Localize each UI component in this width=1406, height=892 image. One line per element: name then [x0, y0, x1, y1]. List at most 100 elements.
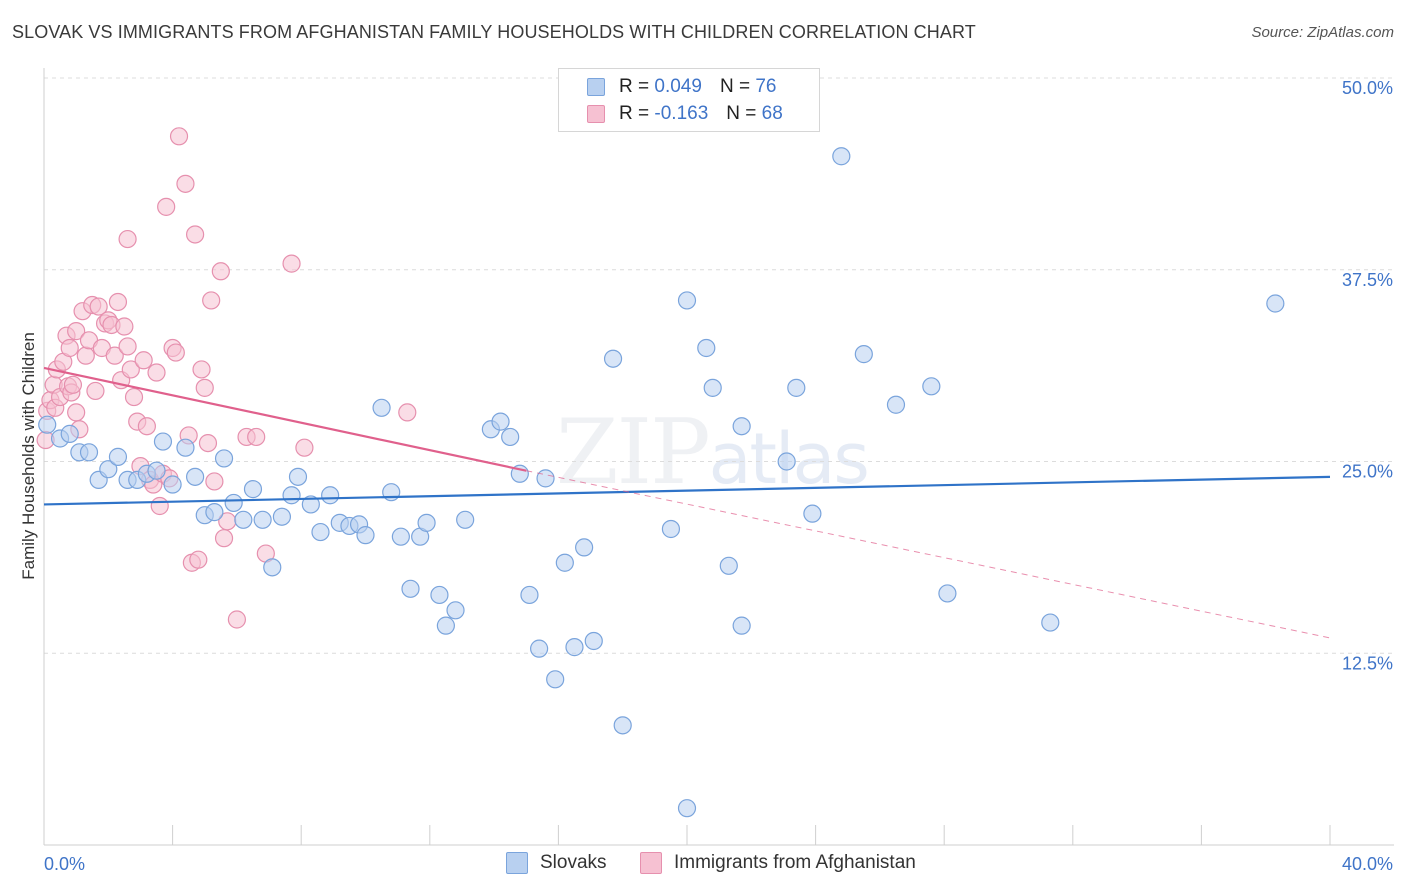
- point-slovaks: [446, 601, 465, 620]
- point-slovaks: [697, 338, 716, 358]
- point-slovaks: [777, 452, 796, 471]
- legend-row-immigrants: R = -0.163 N = 68: [559, 101, 783, 127]
- legend-r-label: R =: [619, 76, 650, 97]
- point-immigrants: [192, 360, 211, 379]
- point-slovaks: [703, 378, 722, 397]
- point-slovaks: [311, 522, 330, 542]
- point-slovaks: [372, 398, 391, 417]
- point-immigrants: [121, 360, 140, 379]
- axes: [43, 68, 1394, 846]
- point-slovaks: [832, 147, 851, 166]
- point-slovaks: [430, 585, 449, 605]
- legend-n-value: 76: [755, 76, 777, 97]
- bottom-swatch-blue: [506, 852, 528, 874]
- point-slovaks: [491, 412, 510, 431]
- point-slovaks: [224, 493, 243, 513]
- y-axis-label: Family Households with Children: [19, 332, 38, 580]
- point-immigrants: [63, 375, 83, 394]
- point-immigrants: [176, 174, 195, 193]
- point-immigrants: [67, 403, 86, 422]
- point-slovaks: [38, 415, 57, 434]
- point-immigrants: [124, 387, 144, 407]
- y-tick-label: 50.0%: [1342, 78, 1393, 98]
- point-slovaks: [60, 424, 79, 443]
- point-slovaks: [661, 519, 681, 539]
- source-label: Source: ZipAtlas.com: [1251, 24, 1394, 41]
- point-immigrants: [105, 346, 124, 365]
- point-slovaks: [555, 553, 574, 572]
- point-slovaks: [565, 638, 584, 657]
- point-slovaks: [719, 556, 738, 575]
- bottom-legend-label-slovaks: Slovaks: [540, 852, 607, 873]
- point-slovaks: [401, 579, 420, 598]
- point-immigrants: [157, 197, 176, 216]
- trend-line-immigrants: [43, 366, 527, 472]
- point-slovaks: [530, 639, 549, 658]
- point-slovaks: [938, 584, 957, 603]
- point-immigrants: [195, 378, 214, 397]
- y-tick-label: 37.5%: [1342, 270, 1393, 290]
- point-immigrants: [169, 127, 189, 146]
- point-immigrants: [166, 343, 185, 362]
- point-slovaks: [186, 467, 205, 486]
- point-slovaks: [253, 510, 272, 529]
- x-tick-label: 40.0%: [1342, 854, 1393, 874]
- point-immigrants: [60, 338, 79, 358]
- point-slovaks: [301, 495, 320, 514]
- legend-n-value: 68: [761, 103, 783, 124]
- point-slovaks: [176, 438, 195, 457]
- point-immigrants: [202, 291, 221, 310]
- point-slovaks: [1041, 613, 1060, 632]
- y-tick-label: 12.5%: [1342, 653, 1393, 673]
- trend-line-slovaks: [43, 475, 1331, 506]
- legend-n-label: N =: [719, 76, 751, 97]
- y-tick-label: 25.0%: [1342, 462, 1393, 482]
- point-immigrants: [211, 262, 230, 281]
- watermark-zip: ZIP: [556, 400, 711, 505]
- point-slovaks: [584, 631, 603, 651]
- point-immigrants: [108, 292, 128, 312]
- point-slovaks: [922, 377, 941, 396]
- point-slovaks: [321, 486, 340, 505]
- point-immigrants: [115, 317, 134, 336]
- point-immigrants: [89, 297, 108, 316]
- point-slovaks: [456, 510, 475, 529]
- point-slovaks: [575, 538, 594, 557]
- point-slovaks: [677, 799, 697, 818]
- series-slovaks-points: [38, 147, 1285, 818]
- legend-r-value: 0.049: [654, 76, 702, 97]
- bottom-swatch-pink: [640, 852, 662, 874]
- tick-labels: 12.5% 25.0% 37.5% 50.0% 0.0% 40.0%: [44, 78, 1393, 874]
- point-immigrants: [76, 346, 95, 365]
- point-immigrants: [189, 550, 208, 569]
- point-slovaks: [803, 504, 822, 523]
- point-slovaks: [108, 447, 128, 466]
- point-immigrants: [214, 529, 234, 548]
- point-slovaks: [603, 349, 623, 368]
- trend-line-immigrants-extension: [526, 470, 1331, 639]
- point-immigrants: [67, 322, 86, 341]
- legend-swatch-pink: [587, 105, 605, 123]
- bottom-legend-slovaks: Slovaks: [506, 852, 607, 874]
- point-immigrants: [227, 610, 246, 629]
- bottom-legend-immigrants: Immigrants from Afghanistan: [640, 852, 916, 874]
- correlation-legend: R = 0.049 N = 76 R = -0.163 N = 68: [558, 68, 820, 132]
- point-slovaks: [288, 467, 308, 486]
- point-slovaks: [520, 585, 539, 605]
- point-slovaks: [234, 510, 253, 529]
- point-immigrants: [198, 433, 218, 453]
- legend-n-label: N =: [726, 103, 757, 124]
- point-slovaks: [99, 460, 118, 479]
- x-tick-label: 0.0%: [44, 854, 85, 874]
- legend-r-label: R =: [619, 103, 650, 124]
- point-slovaks: [787, 378, 806, 397]
- point-slovaks: [272, 507, 292, 526]
- point-slovaks: [153, 432, 173, 451]
- point-slovaks: [163, 475, 182, 494]
- point-slovaks: [147, 461, 166, 480]
- bottom-legend-label-immigrants: Immigrants from Afghanistan: [674, 852, 916, 873]
- point-slovaks: [356, 526, 375, 545]
- point-immigrants: [150, 496, 169, 516]
- point-immigrants: [134, 351, 153, 370]
